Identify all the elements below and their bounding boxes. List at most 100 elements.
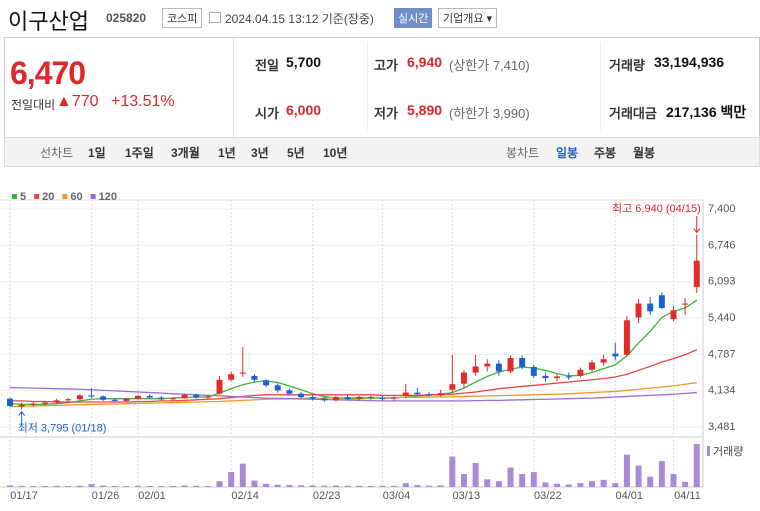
volume-bar: [589, 481, 595, 487]
volume-bar: [298, 485, 304, 487]
volume-bar: [460, 474, 467, 487]
volume-bar: [41, 485, 48, 487]
period-tab[interactable]: 1년: [218, 146, 236, 160]
period-tab[interactable]: 5년: [287, 146, 305, 160]
volume-bar: [309, 485, 316, 487]
candle-body: [391, 397, 398, 399]
change-rate: +13.51%: [111, 93, 175, 110]
overview-text: 기업개요: [443, 13, 484, 25]
volume-bar: [216, 481, 223, 487]
update-time: 2024.04.15 13:12 기준(장중): [225, 12, 374, 26]
candle-body: [7, 398, 13, 406]
volume-bar: [7, 485, 13, 487]
x-tick-label: 02/01: [138, 490, 166, 502]
period-tab[interactable]: 1주일: [125, 146, 154, 160]
high-arrow: [693, 216, 701, 234]
volume-bar: [344, 485, 351, 487]
label: 시가: [255, 106, 279, 121]
volume-bar: [530, 472, 537, 487]
ma-line: [9, 381, 697, 408]
value: 33,194,936: [654, 54, 725, 70]
value: 217,136 백만: [666, 104, 747, 120]
divider: [367, 42, 368, 130]
period-tab[interactable]: 월봉: [633, 146, 656, 160]
candle-body: [414, 392, 421, 395]
candle-body: [379, 398, 386, 400]
stock-code: 025820: [106, 11, 147, 25]
overview-button[interactable]: 기업개요 ▾: [438, 8, 498, 28]
candle-body: [309, 397, 316, 399]
candle-body: [251, 375, 258, 380]
volume-bar: [437, 485, 444, 487]
period-tab[interactable]: 일봉: [556, 146, 579, 160]
legend-label: 60: [70, 191, 82, 203]
volume-bar: [135, 485, 142, 487]
volume-bar: [181, 485, 188, 487]
volume-bar: [100, 485, 107, 487]
y-tick-label: 3,481: [708, 421, 736, 433]
candle-body: [111, 399, 118, 401]
candle-body: [100, 396, 107, 400]
legend-swatch: [62, 194, 68, 199]
candle-body: [682, 303, 689, 305]
volume-bar: [670, 474, 677, 487]
volume-bar: [158, 486, 165, 487]
period-tab[interactable]: 3개월: [171, 146, 200, 160]
volume-bar: [53, 485, 60, 487]
volume-bar: [565, 484, 572, 487]
volume-bar: [356, 485, 363, 487]
volume-bar: [391, 485, 398, 487]
value: 5,700: [286, 54, 322, 70]
candle-body: [274, 385, 281, 391]
label: 거래량: [609, 58, 645, 73]
x-tick-label: 03/04: [383, 490, 411, 502]
tab-bar: [4, 137, 760, 167]
x-tick-label: 02/23: [313, 490, 341, 502]
volume-bar: [274, 484, 281, 487]
volume-bar: [204, 485, 211, 487]
candle-body: [332, 397, 339, 401]
note: (상한가 7,410): [449, 58, 530, 73]
candle-body: [612, 353, 619, 357]
period-tab[interactable]: 1일: [88, 146, 106, 160]
period-tab[interactable]: 10년: [323, 146, 348, 160]
candle-body: [367, 397, 374, 399]
label: 저가: [374, 106, 398, 121]
volume-bar: [228, 472, 235, 487]
volume-bar: [495, 481, 502, 487]
candle-body: [449, 384, 456, 390]
x-tick-label: 03/13: [453, 490, 481, 502]
period-tab[interactable]: 주봉: [594, 146, 617, 160]
candle-body: [135, 395, 142, 399]
tab-group-label: 선차트: [40, 146, 74, 160]
x-tick-label: 02/14: [231, 490, 259, 502]
current-price: 6,470: [10, 55, 86, 91]
candle-body: [123, 398, 130, 401]
volume-bar: [600, 479, 607, 487]
candle-body: [589, 362, 595, 370]
volume-bar: [169, 485, 176, 487]
volume-bar: [263, 483, 270, 487]
realtime-badge[interactable]: 실시간: [394, 8, 433, 28]
volume-bar: [193, 485, 200, 487]
label: 고가: [374, 58, 398, 73]
candle-body: [193, 394, 200, 398]
summary-box: [4, 37, 760, 138]
volume-bar: [519, 474, 526, 487]
volume-bar: [414, 485, 421, 487]
candle-body: [88, 395, 95, 397]
volume-bar: [693, 444, 700, 487]
period-tab[interactable]: 3년: [251, 146, 269, 160]
volume-bar: [658, 461, 665, 487]
legend-label: 120: [99, 191, 117, 203]
volume-bar: [449, 456, 456, 487]
legend-label: 20: [42, 191, 54, 203]
volume-bar: [402, 483, 409, 487]
volume-bar: [321, 485, 328, 487]
volume-bar: [426, 485, 433, 487]
change-amount: 770: [71, 93, 99, 110]
candle-body: [530, 366, 537, 376]
candle-body: [693, 260, 700, 287]
candle-body: [658, 295, 665, 309]
volume-bar: [239, 463, 246, 487]
